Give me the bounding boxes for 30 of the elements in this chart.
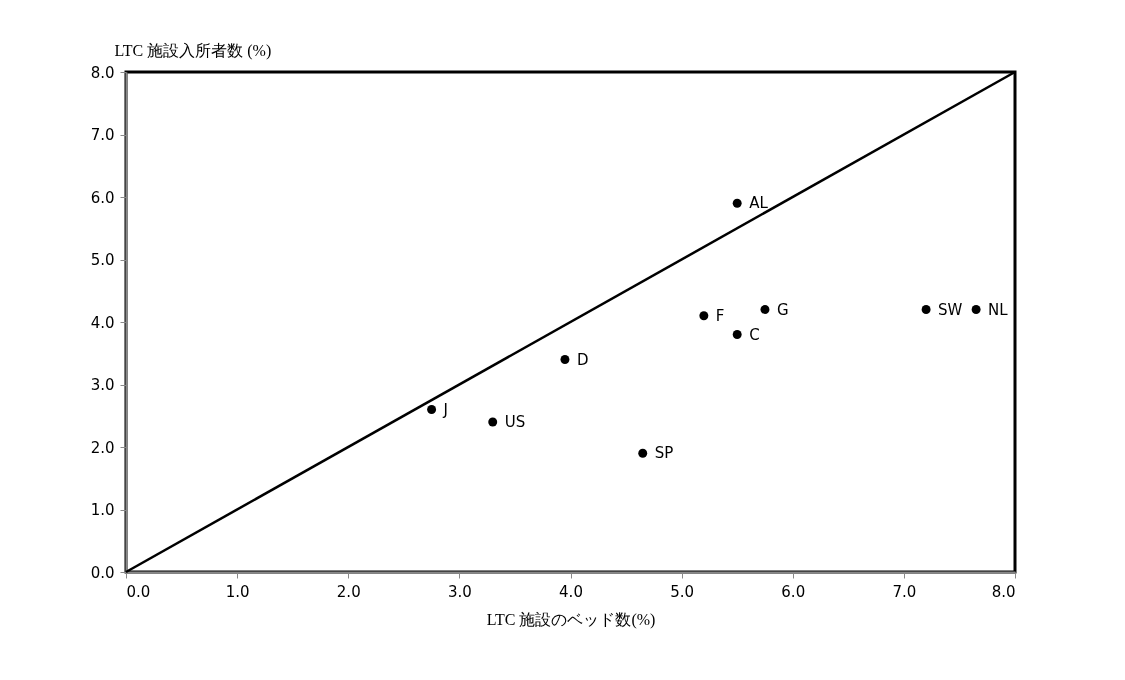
- x-tick-label: 1.0: [225, 582, 250, 601]
- y-tick-label: 5.0: [90, 251, 115, 269]
- y-tick-label: 4.0: [90, 313, 115, 332]
- x-tick-label: 5.0: [670, 582, 695, 601]
- x-tick-label: 2.0: [336, 582, 361, 601]
- x-tick-label: 3.0: [447, 582, 472, 601]
- y-tick-label: 1.0: [90, 501, 115, 519]
- annotation: SW: [938, 300, 963, 319]
- annotation: US: [504, 413, 526, 431]
- x-tick-label: 6.0: [781, 582, 806, 601]
- x-tick-label: 4.0: [559, 582, 583, 601]
- annotation: D: [576, 350, 589, 369]
- y-axis-title: LTC 施設入所者数 (%): [114, 41, 272, 60]
- annotation: AL: [749, 194, 769, 213]
- annotation: J: [442, 400, 449, 419]
- y-tick-label: 6.0: [90, 188, 115, 207]
- annotation: G: [776, 300, 789, 319]
- y-tick-label: 7.0: [90, 126, 115, 144]
- x-axis-title: LTC 施設のベッド数(%): [486, 610, 656, 629]
- x-tick-label: 8.0: [991, 582, 1016, 601]
- y-tick-label: 2.0: [90, 438, 115, 457]
- x-tick-label: 7.0: [892, 582, 917, 601]
- y-tick-label: 8.0: [90, 63, 115, 82]
- y-tick-label: 0.0: [90, 563, 115, 582]
- y-tick-label: 3.0: [90, 376, 115, 394]
- x-tick-label: 0.0: [126, 582, 151, 601]
- annotation: SP: [654, 444, 674, 463]
- annotation: NL: [988, 300, 1009, 319]
- annotation: C: [749, 325, 760, 344]
- annotation: F: [715, 306, 725, 325]
